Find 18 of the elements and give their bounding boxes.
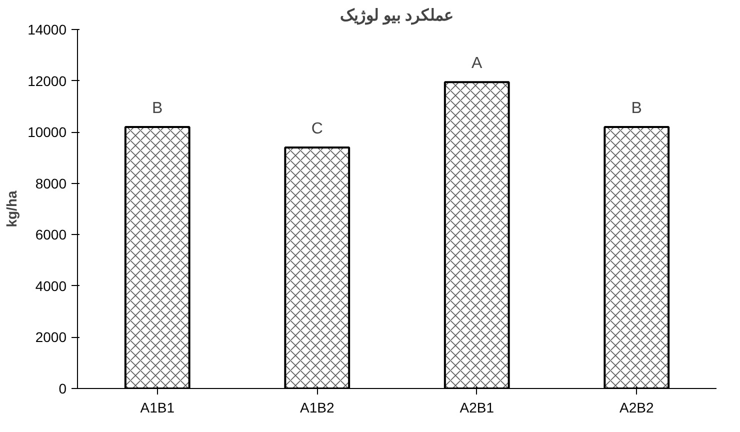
y-tick-label: 14000 xyxy=(28,22,67,38)
x-tick-label: A2B1 xyxy=(460,400,494,416)
annotation: C xyxy=(311,120,323,138)
y-tick-label: 12000 xyxy=(28,72,67,89)
x-tick-label: A1B2 xyxy=(300,400,334,416)
chart-title: عملکرد بیو لوژیک xyxy=(340,8,454,26)
y-tick-label: 4000 xyxy=(35,278,67,294)
y-axis-title: kg/ha xyxy=(4,190,20,228)
y-tick-label: 0 xyxy=(58,380,67,396)
annotation: B xyxy=(631,100,642,117)
y-tick-label: 6000 xyxy=(35,226,67,243)
annotation: B xyxy=(152,100,163,117)
y-tick-label: 10000 xyxy=(28,124,67,140)
x-tick-label: A2B2 xyxy=(620,400,654,416)
annotation: A xyxy=(472,55,483,72)
y-tick-label: 2000 xyxy=(35,329,67,346)
y-tick-label: 8000 xyxy=(35,175,67,192)
x-tick-label: A1B1 xyxy=(140,400,175,416)
